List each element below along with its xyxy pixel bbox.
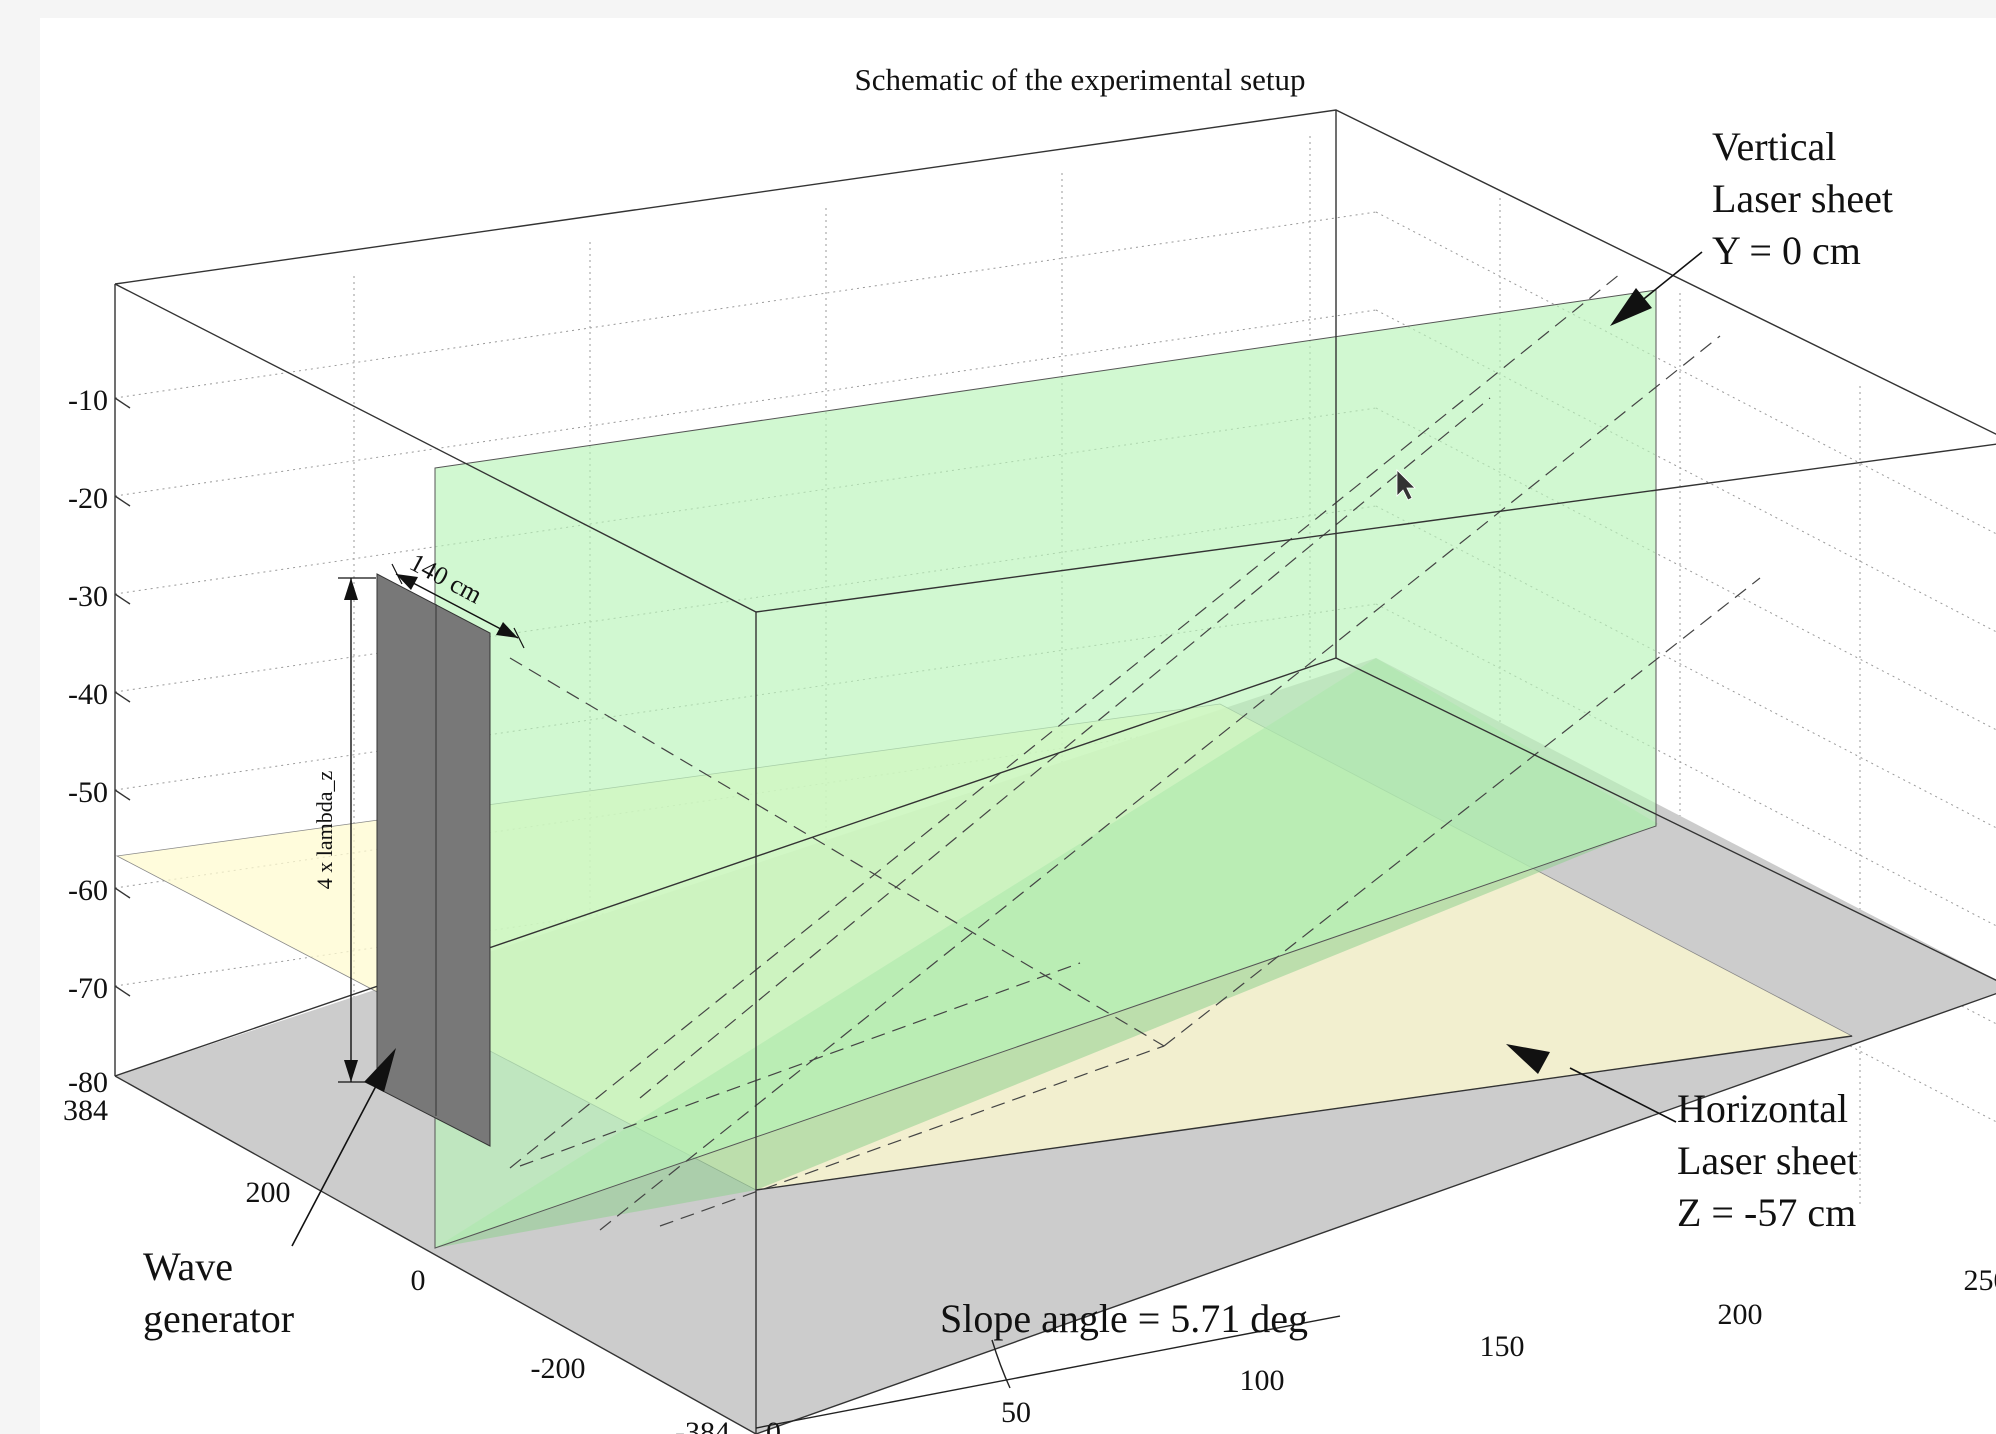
x-tick-label: 100 [1240,1364,1285,1397]
z-tick-label: -80 [68,1066,108,1099]
horizontal-sheet-annotation: Horizontal Laser sheet Z = -57 cm [1506,1044,1858,1235]
y-axis: 384 200 0 -200 -384 [63,1094,730,1434]
z-tick-label: -50 [68,776,108,809]
z-tick-label: -30 [68,580,108,613]
slope-dashed-lines [509,273,1761,1231]
height-dimension: 4 x lambda_z [312,577,376,1083]
z-tick-label: -60 [68,874,108,907]
tank-edges [114,109,1996,1434]
z-tick-label: -70 [68,972,108,1005]
height-dimension-label: 4 x lambda_z [312,771,337,890]
wave-generator-line-2: generator [143,1296,294,1341]
wave-generator-line-1: Wave [143,1244,233,1289]
vertical-sheet-line-2: Laser sheet [1712,176,1893,221]
x-tick-label: 150 [1480,1330,1525,1363]
schematic-3d-plot: Schematic of the experimental setup [63,62,1996,1434]
vertical-sheet-annotation: Vertical Laser sheet Y = 0 cm [1610,124,1893,326]
y-tick-label: 200 [246,1176,291,1209]
z-axis: -10 -20 -30 -40 -50 -60 -70 -80 [68,384,131,1099]
horizontal-sheet-line-2: Laser sheet [1677,1138,1858,1183]
slope-angle-label: Slope angle = 5.71 deg [940,1296,1308,1341]
slope-annotation: Slope angle = 5.71 deg [755,1296,1341,1429]
x-tick-label: 50 [1001,1396,1031,1429]
mouse-cursor-icon [1396,469,1416,501]
y-tick-label: 384 [63,1094,108,1127]
figure: Schematic of the experimental setup [40,18,1996,1434]
wave-generator [376,573,491,1147]
x-axis: 0 50 100 150 200 250 [766,1264,1996,1434]
x-tick-label: 250 [1964,1264,1996,1297]
x-tick-label: 200 [1718,1298,1763,1331]
vertical-sheet-line-3: Y = 0 cm [1712,228,1861,273]
vertical-sheet-line-1: Vertical [1712,124,1836,169]
z-tick-label: -10 [68,384,108,417]
y-tick-label: -200 [531,1352,586,1385]
horizontal-sheet-line-3: Z = -57 cm [1677,1190,1856,1235]
horizontal-sheet-line-1: Horizontal [1677,1086,1848,1131]
wave-generator-annotation: Wave generator [143,1048,396,1341]
z-tick-label: -20 [68,482,108,515]
y-tick-label: 0 [411,1264,426,1297]
y-tick-label: -384 [675,1416,730,1434]
figure-title: Schematic of the experimental setup [854,62,1305,97]
z-tick-label: -40 [68,678,108,711]
